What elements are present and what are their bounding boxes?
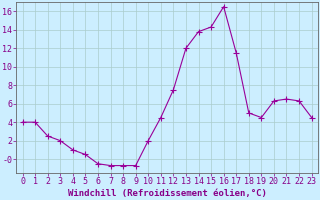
X-axis label: Windchill (Refroidissement éolien,°C): Windchill (Refroidissement éolien,°C) — [68, 189, 267, 198]
